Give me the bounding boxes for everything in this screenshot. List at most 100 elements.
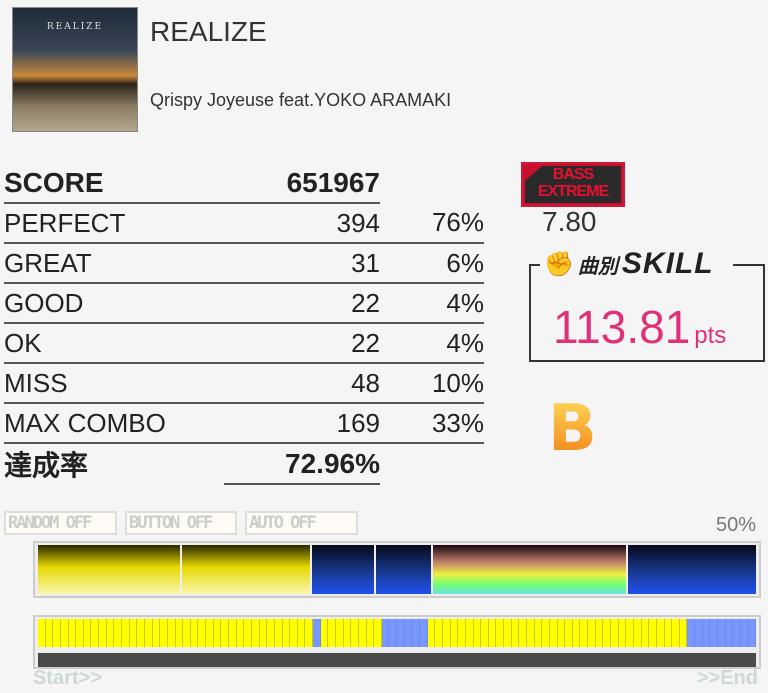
score-row: SCORE 651967 <box>4 163 484 204</box>
start-label: Start>> <box>33 667 102 689</box>
combo-cell-yellow <box>442 619 451 647</box>
combo-cell-yellow <box>335 619 344 647</box>
button-option: BUTTON OFF <box>125 511 237 535</box>
combo-cell-yellow <box>565 619 573 647</box>
combo-cell-yellow <box>641 619 650 647</box>
progress-percent: 50% <box>715 514 756 536</box>
combo-cell-yellow <box>190 619 199 647</box>
section-blue <box>312 545 374 594</box>
combo-cell-yellow <box>496 619 505 647</box>
combo-cell-yellow <box>542 619 550 647</box>
combo-cell-yellow <box>358 619 367 647</box>
section-rainbow <box>433 545 626 594</box>
combo-cell-yellow <box>481 619 489 647</box>
combo-cell-yellow <box>343 619 352 647</box>
combo-cell-yellow <box>511 619 520 647</box>
stat-row: MISS 48 10% <box>4 363 484 404</box>
difficulty-badge: BASS EXTREME <box>521 162 625 207</box>
combo-cell-yellow <box>38 619 46 647</box>
combo-cell-yellow <box>649 619 657 647</box>
combo-cell-yellow <box>106 619 115 647</box>
combo-cell-yellow <box>53 619 61 647</box>
combo-cell-yellow <box>183 619 191 647</box>
combo-cell-yellow <box>679 619 688 647</box>
combo-cell-yellow <box>244 619 252 647</box>
section-yellow <box>182 545 310 594</box>
combo-cell-yellow <box>114 619 123 647</box>
combo-cell-yellow <box>656 619 665 647</box>
combo-cell-blue <box>420 619 428 647</box>
combo-cell-yellow <box>458 619 466 647</box>
achievement-row: 達成率 72.96% <box>4 443 484 485</box>
stat-row: GREAT 31 6% <box>4 243 484 284</box>
result-table: SCORE 651967 PERFECT 394 76% GREAT 31 6% GOOD 22… <box>4 163 484 485</box>
song-title: REALIZE <box>150 16 267 47</box>
combo-cell-yellow <box>320 619 329 647</box>
combo-cell-yellow <box>213 619 222 647</box>
combo-cell-blue <box>389 619 398 647</box>
combo-cell-yellow <box>251 619 260 647</box>
combo-cell-yellow <box>175 619 184 647</box>
combo-cell-blue <box>397 619 405 647</box>
combo-cell-yellow <box>633 619 642 647</box>
combo-cell-yellow <box>595 619 604 647</box>
combo-cell-yellow <box>297 619 306 647</box>
progress-bar <box>38 653 756 667</box>
combo-cell-yellow <box>99 619 107 647</box>
combo-cell-yellow <box>527 619 535 647</box>
combo-cell-yellow <box>557 619 566 647</box>
combo-cell-yellow <box>672 619 680 647</box>
difficulty-level: 7.80 <box>542 206 597 237</box>
combo-cell-blue <box>687 619 696 647</box>
stat-row: OK 22 4% <box>4 323 484 364</box>
combo-cell-yellow <box>305 619 314 647</box>
combo-cell-yellow <box>282 619 291 647</box>
combo-cell-yellow <box>580 619 589 647</box>
combo-cell-yellow <box>229 619 237 647</box>
section-blue <box>376 545 431 594</box>
combo-cell-yellow <box>351 619 359 647</box>
combo-cell-yellow <box>366 619 375 647</box>
combo-cell-yellow <box>160 619 168 647</box>
combo-cell-yellow <box>427 619 436 647</box>
rank-badge: B <box>548 392 597 466</box>
combo-graph <box>33 615 761 669</box>
combo-cell-blue <box>702 619 711 647</box>
stat-row: GOOD 22 4% <box>4 283 484 324</box>
combo-cell-yellow <box>328 619 336 647</box>
combo-cell-yellow <box>504 619 512 647</box>
combo-cell-yellow <box>611 619 619 647</box>
song-artist: Qrispy Joyeuse feat.YOKO ARAMAKI <box>150 90 452 110</box>
combo-cell-yellow <box>603 619 612 647</box>
stat-row: MAX COMBO 169 33% <box>4 403 484 444</box>
combo-cell-yellow <box>626 619 634 647</box>
combo-cell-yellow <box>465 619 474 647</box>
auto-option: AUTO OFF <box>245 511 358 535</box>
combo-cell-yellow <box>167 619 176 647</box>
combo-cell-blue <box>313 619 321 647</box>
combo-cell-yellow <box>618 619 627 647</box>
combo-cell-yellow <box>221 619 230 647</box>
combo-cell-blue <box>404 619 413 647</box>
combo-cell-yellow <box>198 619 207 647</box>
fist-icon: ✊ <box>544 250 574 278</box>
combo-cell-blue <box>695 619 703 647</box>
combo-cell-yellow <box>519 619 527 647</box>
stat-row: PERFECT 394 76% <box>4 203 484 244</box>
combo-cell-yellow <box>274 619 283 647</box>
section-blue <box>628 545 756 594</box>
combo-cell-yellow <box>129 619 138 647</box>
combo-cell-blue <box>718 619 726 647</box>
combo-cell-blue <box>710 619 719 647</box>
combo-cell-yellow <box>473 619 482 647</box>
combo-cell-yellow <box>144 619 153 647</box>
combo-cell-blue <box>381 619 390 647</box>
combo-cell-yellow <box>137 619 145 647</box>
combo-cell-yellow <box>60 619 69 647</box>
combo-cell-yellow <box>45 619 54 647</box>
combo-cell-yellow <box>68 619 77 647</box>
combo-cell-yellow <box>259 619 268 647</box>
combo-cell-yellow <box>588 619 596 647</box>
combo-cell-yellow <box>374 619 382 647</box>
combo-cell-yellow <box>290 619 298 647</box>
